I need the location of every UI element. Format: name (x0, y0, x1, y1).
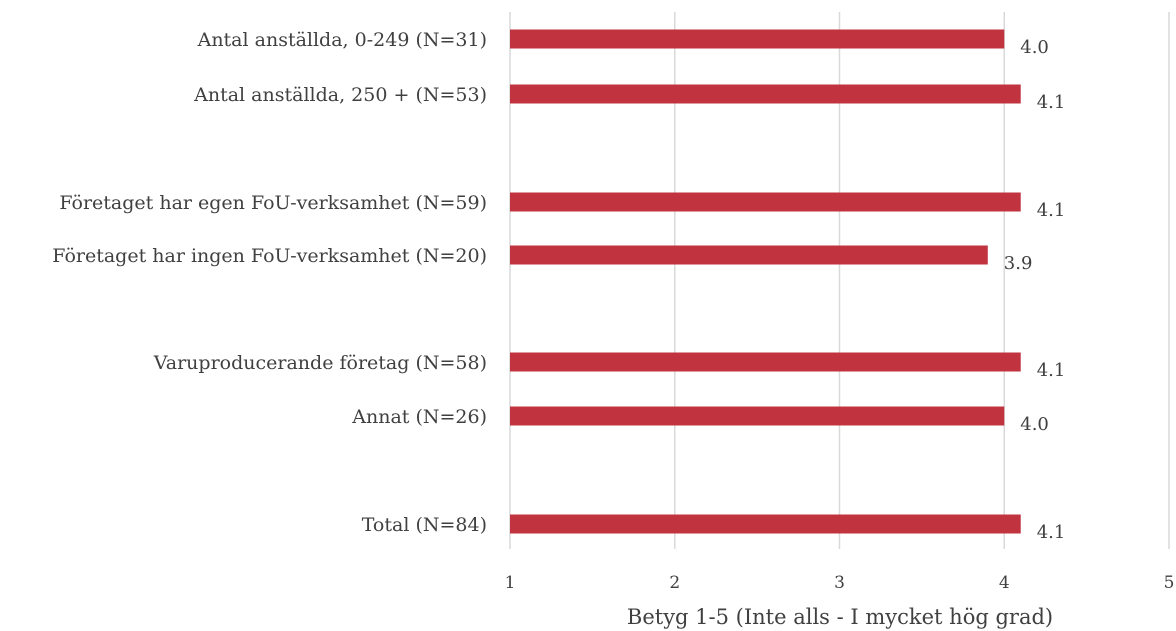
category-label-0: Antal anställda, 0-249 (N=31) (197, 29, 487, 51)
x-tick-label-2: 2 (669, 573, 680, 593)
value-label-5: 4.0 (1020, 414, 1049, 435)
category-label-4: Varuproducerande företag (N=58) (153, 352, 487, 374)
category-label-6: Total (N=84) (362, 514, 487, 536)
category-label-2: Företaget har egen FoU-verksamhet (N=59) (59, 192, 487, 214)
bars (510, 29, 1021, 534)
x-axis-title: Betyg 1-5 (Inte alls - I mycket hög grad… (627, 605, 1053, 629)
x-tick-label-3: 3 (834, 573, 845, 593)
bar-0 (510, 29, 1005, 49)
bar-3 (510, 245, 988, 265)
value-labels: 4.0 4.1 4.1 3.9 4.1 4.0 4.1 (1004, 37, 1066, 543)
bar-1 (510, 84, 1021, 104)
x-tick-label-1: 1 (505, 573, 516, 593)
value-label-2: 4.1 (1037, 200, 1066, 221)
category-labels: Antal anställda, 0-249 (N=31) Antal anstä… (52, 29, 487, 536)
bar-5 (510, 406, 1005, 426)
value-label-0: 4.0 (1020, 37, 1049, 58)
bar-2 (510, 192, 1021, 212)
x-axis-ticks: 1 2 3 4 5 (505, 573, 1175, 593)
x-tick-label-4: 4 (999, 573, 1010, 593)
category-label-3: Företaget har ingen FoU-verksamhet (N=20… (52, 245, 487, 267)
bar-6 (510, 514, 1021, 534)
category-label-5: Annat (N=26) (351, 406, 487, 428)
x-tick-label-5: 5 (1164, 573, 1175, 593)
value-label-6: 4.1 (1037, 522, 1066, 543)
value-label-1: 4.1 (1037, 92, 1066, 113)
value-label-3: 3.9 (1004, 253, 1033, 274)
category-label-1: Antal anställda, 250 + (N=53) (193, 84, 487, 106)
bar-4 (510, 352, 1021, 372)
value-label-4: 4.1 (1037, 360, 1066, 381)
